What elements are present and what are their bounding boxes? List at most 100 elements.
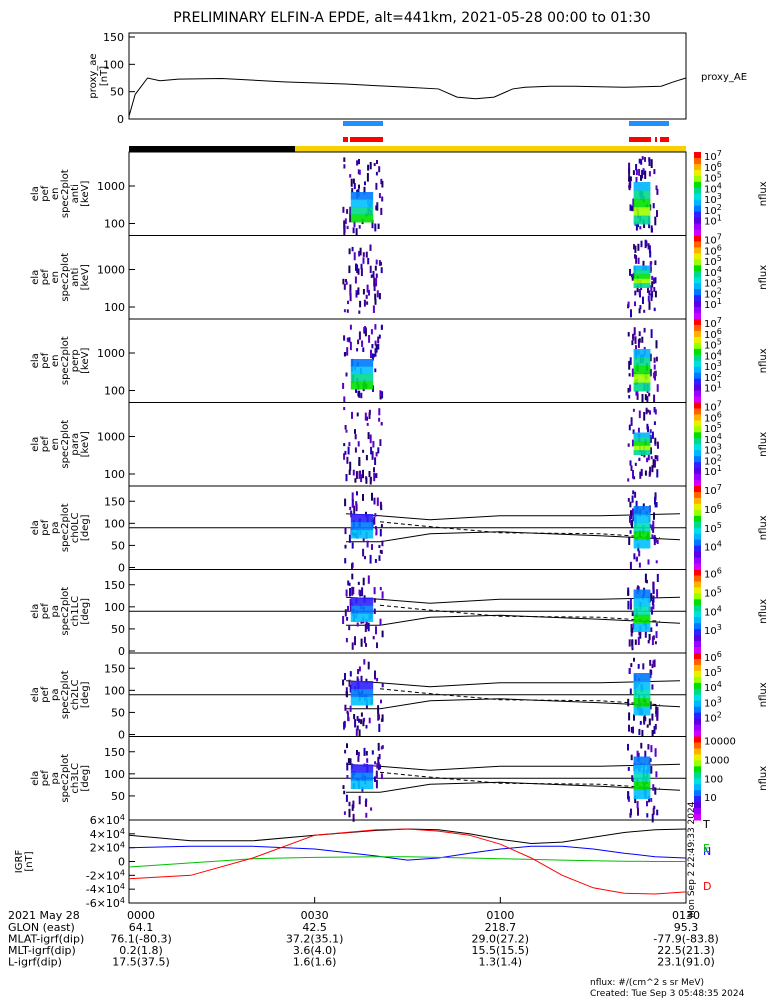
- colorbar-cell: [694, 259, 701, 266]
- flux-cell: [644, 750, 647, 758]
- flux-cell: [351, 492, 354, 501]
- colorbar-cell: [694, 736, 701, 743]
- base: 10: [704, 184, 717, 195]
- loss-cone-line: [346, 698, 681, 710]
- colorbar-label: 10: [704, 793, 717, 804]
- flux-cell: [374, 670, 376, 680]
- side-timestamp: Mon Sep 2 22:49:33 2024: [687, 801, 697, 918]
- flux-core-cell: [350, 366, 374, 375]
- base: 10: [704, 698, 717, 709]
- flux-cell: [655, 356, 658, 362]
- flux-cell: [356, 348, 359, 352]
- flux-cell: [380, 261, 382, 266]
- flux-cell: [646, 813, 649, 818]
- y-axis-label-line: pef: [40, 185, 51, 202]
- colorbar-title: nflux: [758, 766, 769, 791]
- flux-cell: [627, 478, 630, 482]
- flux-cell: [644, 573, 647, 583]
- flux-cell: [639, 471, 642, 479]
- flux-cell: [366, 173, 369, 182]
- colorbar-label: 104: [704, 540, 722, 554]
- flux-cell: [375, 273, 378, 278]
- flux-cell: [355, 471, 358, 479]
- flux-cell: [375, 774, 378, 779]
- ephemeris-row-label: MLT-igrf(dip): [8, 944, 76, 957]
- series-side-label: proxy_AE: [701, 72, 747, 83]
- flux-cell: [351, 563, 353, 572]
- base: 10: [704, 362, 717, 373]
- flux-cell: [344, 544, 347, 549]
- colorbar-label: 102: [704, 710, 722, 724]
- flux-cell: [381, 630, 384, 638]
- colorbar-cell: [694, 670, 701, 678]
- exponent: 5: [717, 171, 722, 180]
- flux-core-cell: [633, 756, 651, 766]
- flux-cell: [358, 459, 361, 466]
- flux-cell: [380, 550, 383, 554]
- flux-cell: [654, 409, 657, 415]
- time-tick-label: 0000: [127, 909, 155, 922]
- flux-cell: [656, 384, 659, 392]
- flux-cell: [373, 587, 376, 595]
- flux-cell: [365, 251, 368, 258]
- flux-cell: [633, 657, 635, 662]
- flux-cell: [644, 157, 646, 162]
- flux-core-cell: [633, 681, 651, 691]
- colorbar-cell: [694, 330, 701, 338]
- loss-cone-line: [346, 614, 681, 626]
- flux-cell: [380, 524, 383, 528]
- y-tick-label: 100: [104, 517, 125, 530]
- flux-cell: [374, 368, 377, 373]
- orbit-indicator-bars: [129, 121, 686, 152]
- flux-cell: [363, 717, 366, 722]
- exponent: 7: [717, 483, 722, 492]
- flux-cell: [345, 429, 348, 433]
- exponent: 4: [120, 827, 125, 836]
- exponent: 6: [717, 502, 722, 511]
- flux-cell: [364, 800, 367, 807]
- y-axis-label-line: pef: [40, 436, 51, 453]
- base: 10: [704, 588, 717, 599]
- flux-core-cell: [350, 192, 374, 200]
- flux-core-cell: [633, 278, 651, 284]
- flux-cell: [642, 260, 645, 266]
- flux-cell: [642, 296, 644, 304]
- colorbar-label: 105: [704, 171, 722, 185]
- y-tick-label: 4×104: [90, 827, 125, 841]
- colorbar-cell: [694, 569, 701, 576]
- base: 10: [704, 486, 717, 497]
- flux-cell: [352, 227, 355, 234]
- colorbar-cell: [694, 193, 701, 201]
- flux-cell: [639, 720, 642, 725]
- flux-cell: [627, 600, 630, 610]
- flux-cell: [629, 176, 632, 182]
- flux-cell: [637, 636, 640, 645]
- exponent: 5: [717, 338, 722, 347]
- colorbar-cell: [694, 456, 701, 463]
- flux-cell: [637, 339, 640, 348]
- flux-cell: [374, 340, 377, 346]
- flux-cell: [628, 178, 631, 182]
- flux-cell: [650, 798, 653, 802]
- flux-core-cell: [633, 623, 651, 632]
- flux-cell: [380, 324, 383, 329]
- flux-cell: [631, 205, 634, 212]
- flux-cell: [356, 750, 358, 756]
- flux-cell: [375, 452, 378, 457]
- flux-cell: [643, 715, 646, 721]
- flux-cell: [637, 807, 639, 816]
- flux-cell: [380, 207, 383, 215]
- flux-cell: [354, 719, 357, 728]
- colorbar-cell: [694, 253, 701, 260]
- colorbar-cell: [694, 658, 701, 666]
- colorbar-cell: [694, 760, 701, 767]
- base: 10: [704, 653, 717, 664]
- flux-cell: [652, 459, 655, 468]
- colorbar-cell: [694, 796, 701, 803]
- colorbar-label: 105: [704, 338, 722, 352]
- colorbar-label: 103: [704, 623, 722, 637]
- flux-cell: [654, 641, 657, 645]
- flux-cell: [345, 589, 348, 597]
- exponent: 1: [717, 381, 722, 390]
- colorbar-cell: [694, 808, 701, 815]
